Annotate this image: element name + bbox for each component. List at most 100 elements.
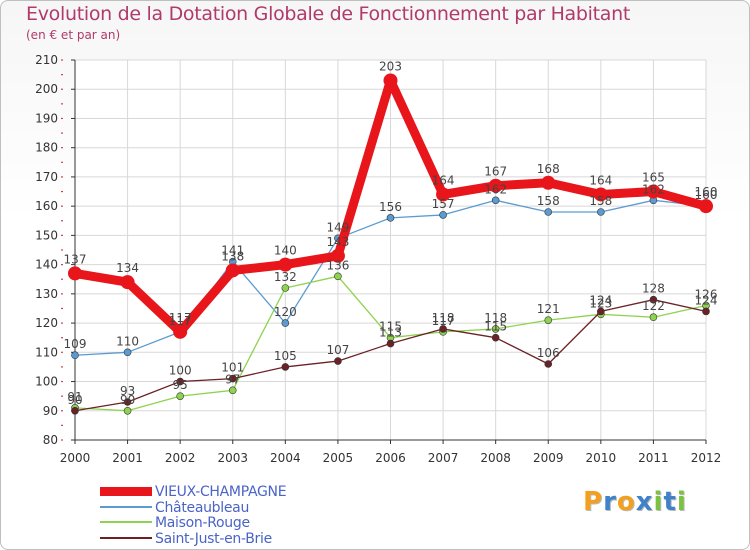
data-point-saint-just-en-brie bbox=[281, 363, 290, 371]
data-point-vieux-champagne bbox=[699, 199, 713, 214]
y-tick-label: 130 bbox=[35, 287, 58, 301]
data-point-vieux-champagne bbox=[593, 187, 608, 202]
data-label-maison-rouge: 117 bbox=[432, 314, 455, 328]
data-point-chateaubleau bbox=[386, 214, 395, 222]
y-tick-label: 110 bbox=[35, 345, 58, 359]
y-tick-label: 100 bbox=[35, 375, 58, 389]
data-point-saint-just-en-brie bbox=[71, 406, 79, 415]
data-label-saint-just-en-brie: 106 bbox=[537, 346, 560, 360]
data-point-vieux-champagne bbox=[541, 175, 556, 190]
y-tick-label: 190 bbox=[35, 111, 58, 125]
data-point-saint-just-en-brie bbox=[597, 307, 605, 316]
data-label-saint-just-en-brie: 101 bbox=[221, 361, 244, 375]
data-point-saint-just-en-brie bbox=[544, 360, 553, 368]
x-tick-label: 2005 bbox=[323, 451, 354, 465]
data-label-chateaubleau: 109 bbox=[64, 337, 87, 351]
legend-swatch bbox=[100, 521, 152, 523]
data-label-vieux-champagne: 140 bbox=[274, 244, 297, 258]
data-label-saint-just-en-brie: 107 bbox=[326, 343, 349, 357]
x-tick-label: 2003 bbox=[217, 451, 248, 465]
data-label-saint-just-en-brie: 113 bbox=[379, 326, 402, 340]
data-label-chateaubleau: 141 bbox=[221, 244, 244, 258]
data-label-maison-rouge: 121 bbox=[537, 302, 560, 316]
logo-letter: x bbox=[635, 487, 654, 517]
x-tick-label: 2011 bbox=[638, 451, 669, 465]
data-label-saint-just-en-brie: 115 bbox=[484, 320, 507, 334]
y-tick-label: 200 bbox=[35, 82, 58, 96]
legend-swatch bbox=[100, 505, 152, 508]
data-point-vieux-champagne bbox=[225, 263, 240, 278]
data-point-maison-rouge bbox=[176, 392, 184, 400]
legend-swatch bbox=[100, 536, 152, 539]
data-label-chateaubleau: 158 bbox=[589, 194, 612, 208]
data-label-vieux-champagne: 137 bbox=[64, 252, 87, 266]
x-tick-label: 2002 bbox=[165, 451, 196, 465]
logo-letter: t bbox=[663, 487, 677, 517]
data-point-vieux-champagne bbox=[646, 184, 661, 199]
data-point-vieux-champagne bbox=[68, 266, 82, 281]
data-point-saint-just-en-brie bbox=[386, 339, 395, 348]
data-label-maison-rouge: 91 bbox=[67, 390, 82, 404]
data-point-saint-just-en-brie bbox=[491, 333, 500, 342]
data-label-saint-just-en-brie: 124 bbox=[589, 293, 612, 307]
data-label-maison-rouge: 90 bbox=[120, 393, 135, 407]
data-point-vieux-champagne bbox=[120, 275, 135, 290]
data-label-saint-just-en-brie: 105 bbox=[274, 349, 297, 363]
data-label-maison-rouge: 136 bbox=[326, 258, 349, 272]
data-label-vieux-champagne: 203 bbox=[379, 59, 402, 73]
data-label-maison-rouge: 95 bbox=[173, 378, 188, 392]
data-label-vieux-champagne: 143 bbox=[326, 235, 349, 249]
data-label-chateaubleau: 120 bbox=[274, 305, 297, 319]
data-point-vieux-champagne bbox=[278, 257, 293, 272]
y-tick-label: 80 bbox=[43, 433, 58, 447]
logo-letter: i bbox=[676, 487, 687, 517]
data-label-vieux-champagne: 168 bbox=[537, 162, 560, 176]
data-point-maison-rouge bbox=[491, 325, 500, 333]
data-point-chateaubleau bbox=[439, 211, 447, 219]
data-label-saint-just-en-brie: 100 bbox=[169, 364, 192, 378]
data-label-maison-rouge: 97 bbox=[225, 372, 240, 386]
y-tick-label: 140 bbox=[35, 258, 58, 272]
data-label-chateaubleau: 162 bbox=[484, 182, 507, 196]
data-label-saint-just-en-brie: 124 bbox=[695, 293, 718, 307]
data-point-saint-just-en-brie bbox=[123, 398, 132, 406]
legend-swatch bbox=[100, 486, 152, 496]
y-tick-label: 170 bbox=[35, 170, 58, 184]
data-label-chateaubleau: 162 bbox=[642, 182, 665, 196]
data-label-maison-rouge: 118 bbox=[484, 311, 507, 325]
y-tick-label: 120 bbox=[35, 316, 58, 330]
y-tick-label: 160 bbox=[35, 199, 58, 213]
data-label-maison-rouge: 123 bbox=[589, 296, 612, 310]
x-tick-label: 2008 bbox=[480, 451, 511, 465]
data-label-maison-rouge: 126 bbox=[695, 288, 718, 302]
data-point-vieux-champagne bbox=[383, 73, 398, 88]
data-point-chateaubleau bbox=[123, 348, 132, 357]
data-point-maison-rouge bbox=[123, 406, 132, 415]
chart-subtitle: (en € et par an) bbox=[26, 28, 121, 42]
data-label-saint-just-en-brie: 93 bbox=[120, 384, 135, 398]
data-point-maison-rouge bbox=[334, 272, 342, 281]
data-label-chateaubleau: 149 bbox=[326, 220, 349, 234]
x-tick-label: 2004 bbox=[270, 451, 301, 465]
data-label-chateaubleau: 156 bbox=[379, 200, 402, 214]
data-label-vieux-champagne: 138 bbox=[221, 249, 244, 263]
legend-label: Saint-Just-en-Brie bbox=[155, 530, 272, 547]
data-point-maison-rouge bbox=[649, 313, 658, 322]
data-label-vieux-champagne: 164 bbox=[589, 173, 612, 187]
x-tick-label: 2010 bbox=[586, 451, 617, 465]
data-label-saint-just-en-brie: 128 bbox=[642, 282, 665, 296]
data-label-chateaubleau: 110 bbox=[116, 334, 139, 348]
x-tick-label: 2001 bbox=[112, 451, 143, 465]
y-tick-label: 180 bbox=[35, 141, 58, 155]
data-label-chateaubleau: 160 bbox=[695, 188, 718, 202]
data-label-vieux-champagne: 134 bbox=[116, 261, 139, 275]
data-point-maison-rouge bbox=[281, 284, 290, 292]
legend-label: Maison-Rouge bbox=[155, 515, 250, 531]
data-point-saint-just-en-brie bbox=[439, 325, 447, 333]
data-label-maison-rouge: 122 bbox=[642, 299, 665, 313]
data-label-vieux-champagne: 160 bbox=[695, 185, 718, 199]
data-point-saint-just-en-brie bbox=[649, 295, 658, 304]
data-point-maison-rouge bbox=[228, 386, 237, 395]
chart-title: Evolution de la Dotation Globale de Fonc… bbox=[26, 3, 631, 25]
